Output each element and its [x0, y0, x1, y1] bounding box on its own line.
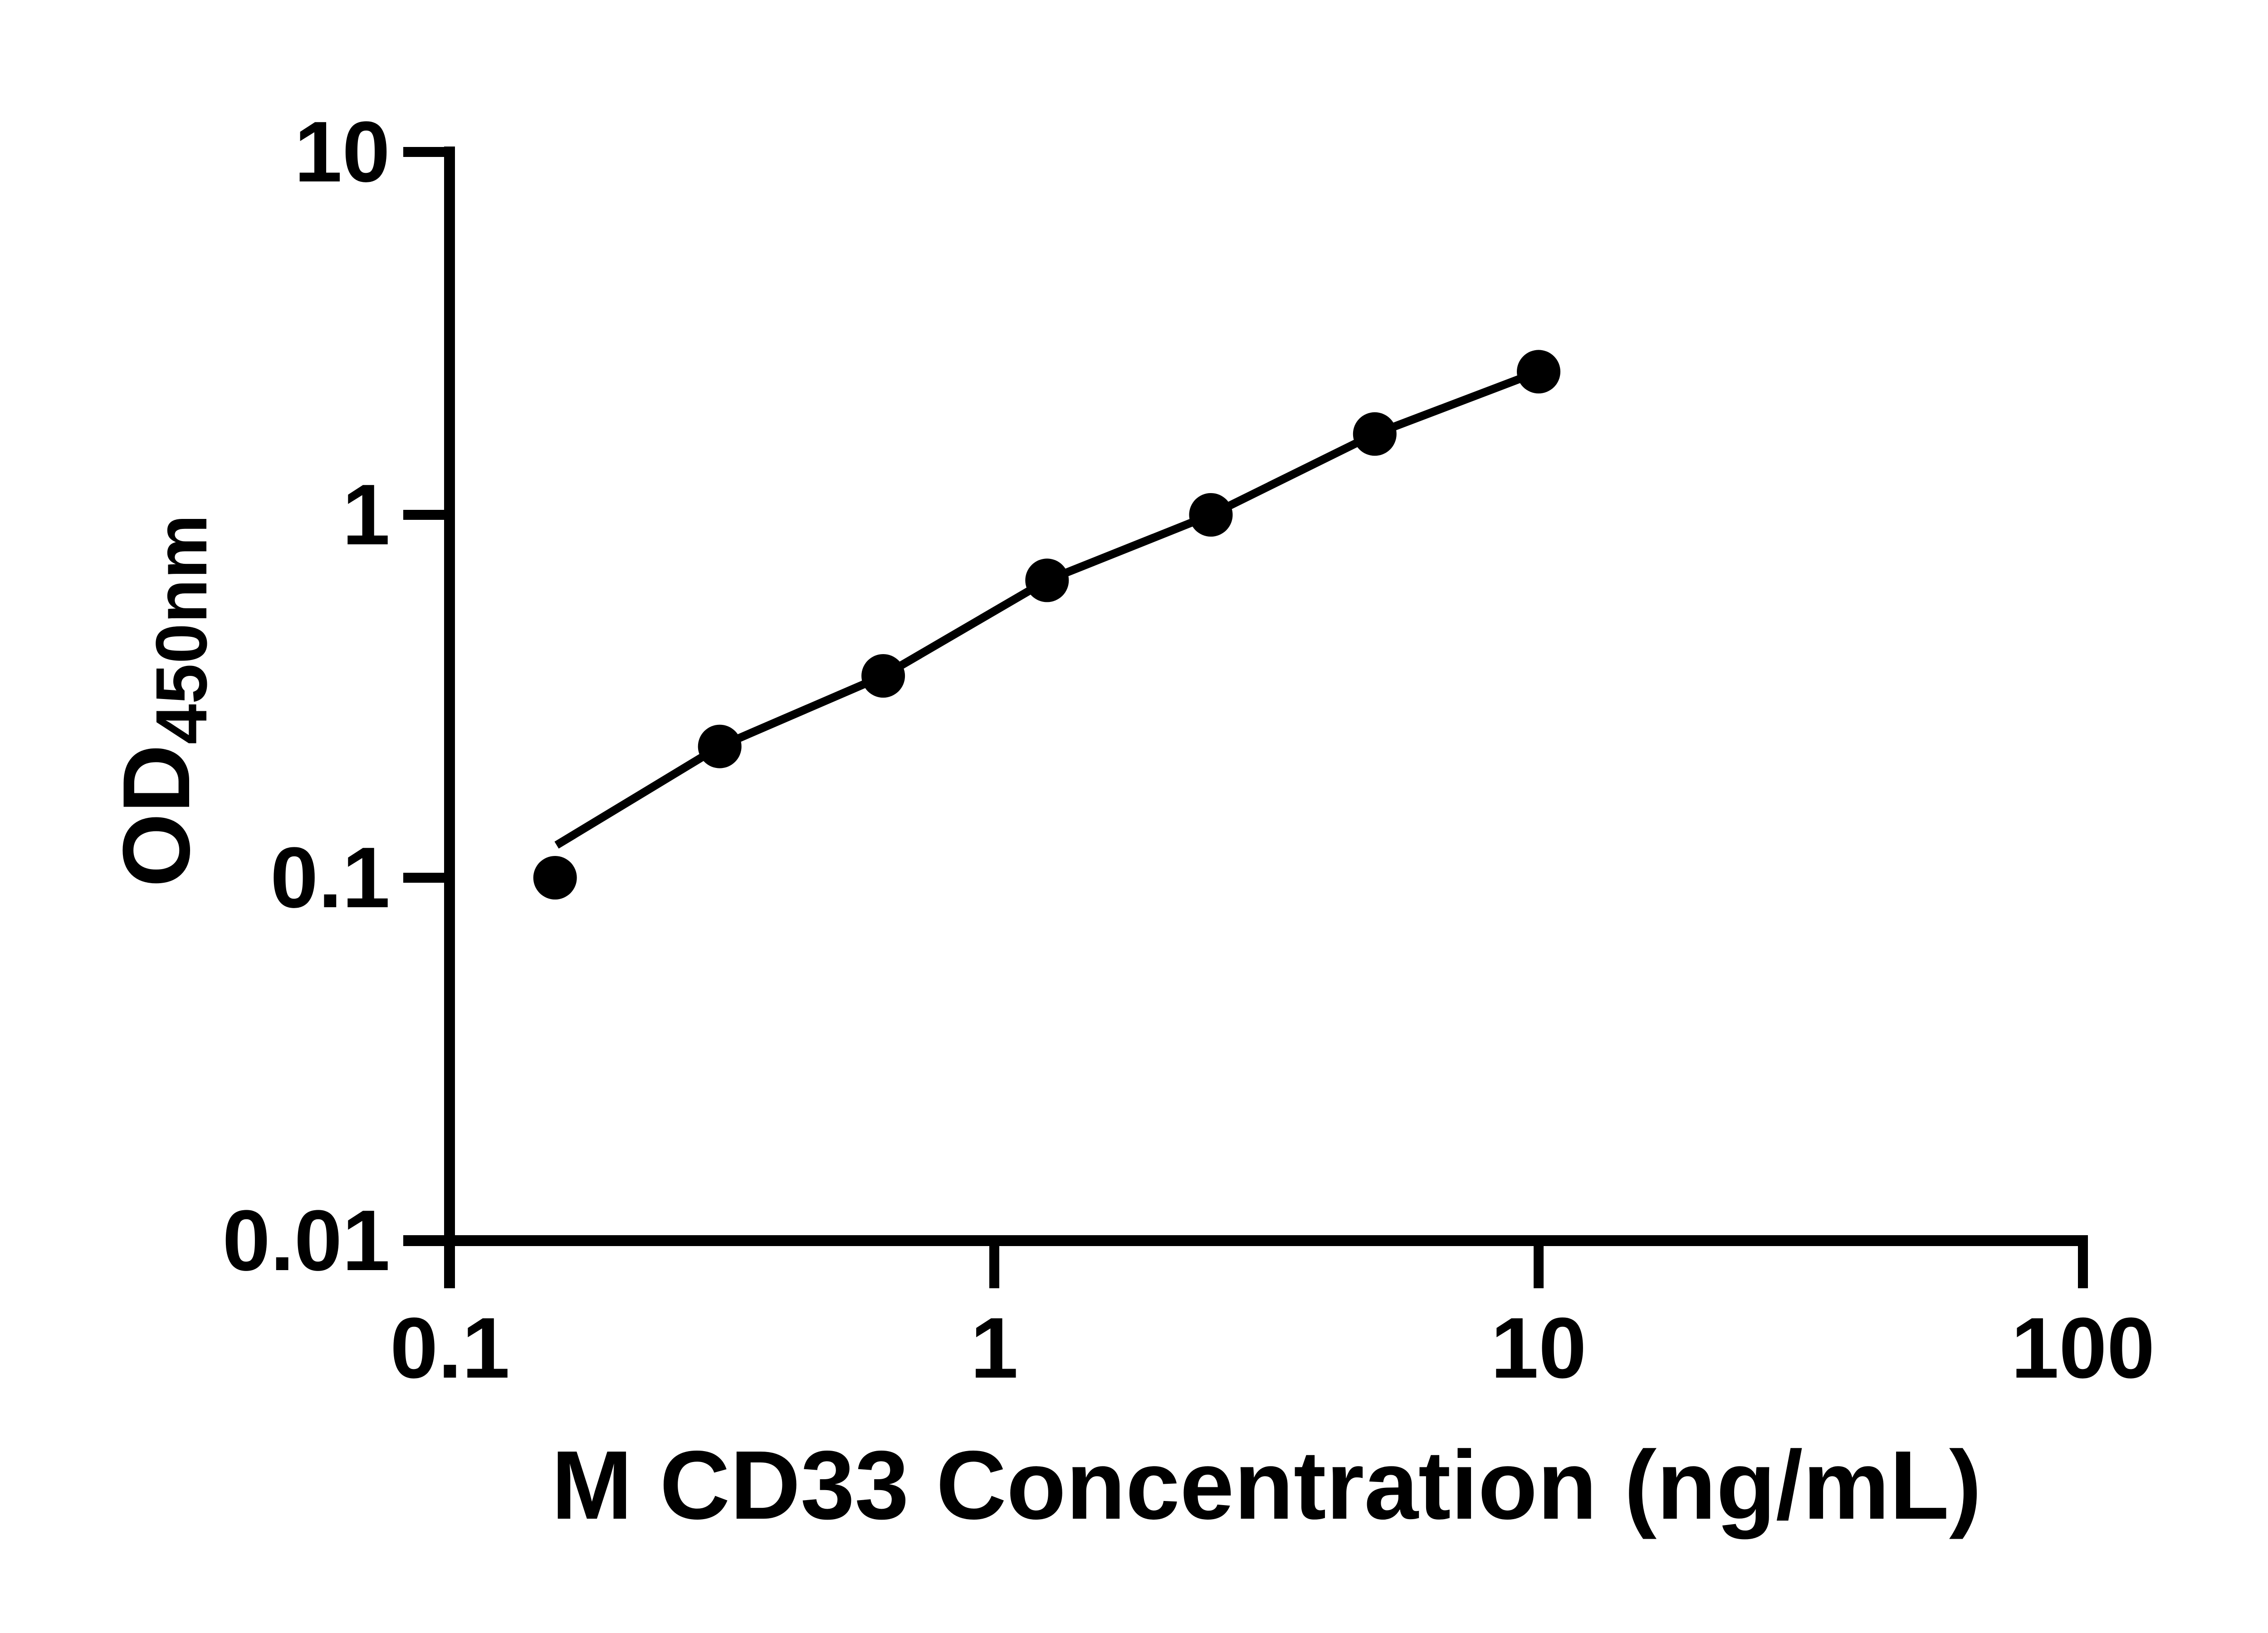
x-axis-tick: [989, 1246, 999, 1288]
x-tick-label: 100: [2011, 1300, 2155, 1396]
data-point-marker: [861, 654, 905, 698]
x-axis-tick: [2078, 1246, 2088, 1288]
data-point-marker: [1353, 412, 1397, 456]
y-axis-line: [444, 147, 455, 1288]
data-point-marker: [533, 856, 577, 900]
x-tick-label: 1: [970, 1300, 1018, 1396]
y-axis-title: OD450nm: [103, 514, 222, 887]
y-axis-tick: [403, 873, 444, 883]
y-axis-tick: [403, 1236, 444, 1246]
data-point-marker: [1189, 493, 1233, 537]
data-point-marker: [1517, 350, 1560, 394]
y-tick-label: 1: [342, 467, 390, 563]
x-axis-line: [403, 1235, 2088, 1246]
x-axis-title: M CD33 Concentration (ng/mL): [551, 1430, 1982, 1540]
y-axis-title-subscript: 450nm: [141, 514, 222, 744]
data-point-marker: [1025, 558, 1069, 602]
data-point-marker: [698, 724, 742, 768]
x-tick-label: 0.1: [390, 1300, 510, 1396]
y-axis-tick: [403, 510, 444, 520]
x-axis-tick: [445, 1246, 455, 1288]
x-axis-tick: [1534, 1246, 1544, 1288]
y-tick-label: 10: [294, 104, 390, 200]
y-axis-title-main: OD: [103, 744, 210, 887]
x-tick-label: 10: [1491, 1300, 1587, 1396]
y-axis-tick: [403, 147, 444, 157]
y-tick-label: 0.01: [222, 1193, 390, 1289]
y-tick-label: 0.1: [270, 830, 390, 926]
